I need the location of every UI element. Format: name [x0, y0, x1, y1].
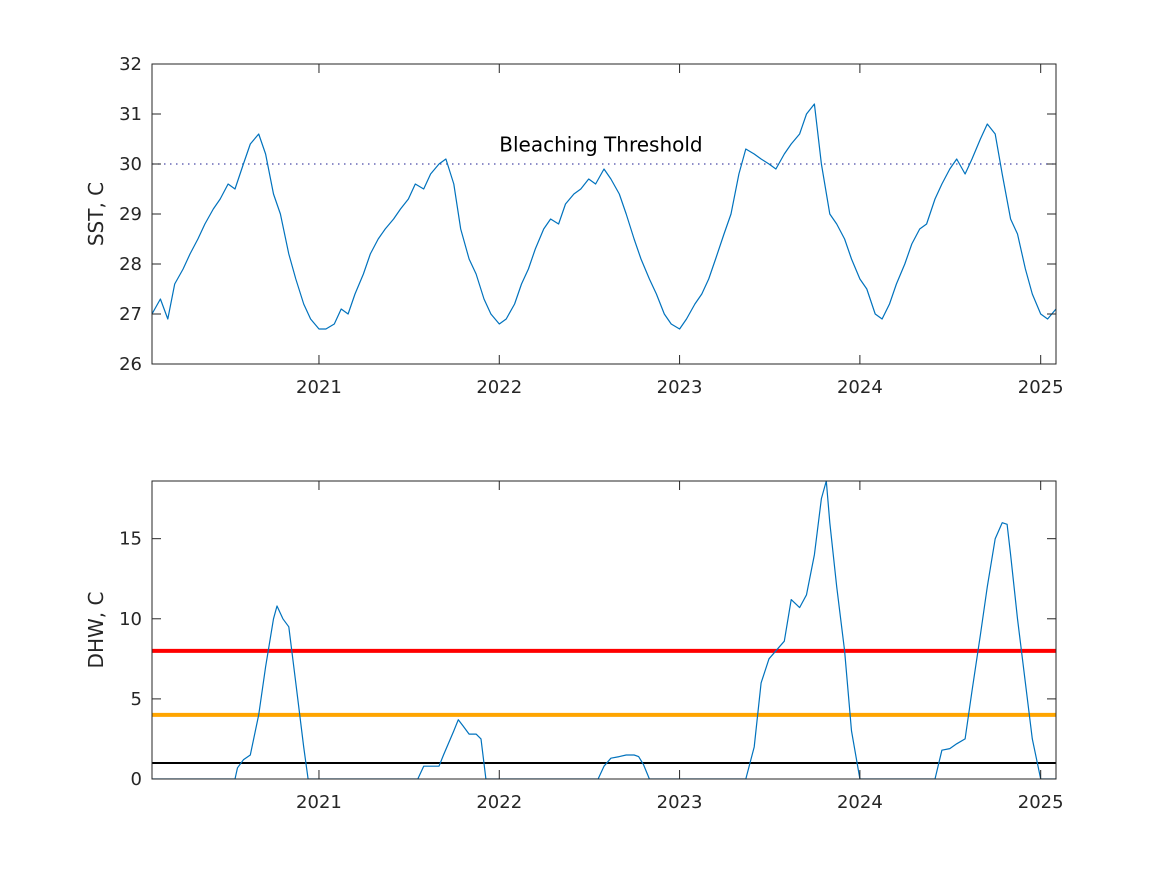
x-tick-label: 2023 [657, 377, 703, 398]
panel-2: 2021 2022 2023 2024 2025 0 5 10 15 DHW, C [84, 480, 1064, 813]
series-line-1 [152, 481, 1056, 779]
x-tick-label: 2023 [657, 792, 703, 813]
y-tick-label: 28 [119, 254, 142, 275]
y-tick-label: 29 [119, 204, 142, 225]
panel-1: 2021 2022 2023 2024 2025 26 27 28 29 30 31 32 SST, C… [84, 54, 1064, 398]
y-tick-label: 26 [119, 354, 142, 375]
x-tick-label: 2021 [296, 377, 342, 398]
x-tick-label: 2024 [837, 792, 883, 813]
y-tick-label: 10 [119, 609, 142, 630]
axes-frame [151, 480, 1057, 780]
x-tick-label: 2025 [1018, 792, 1064, 813]
y-tick-label: 0 [131, 769, 142, 790]
y-axis-label: SST, C [84, 182, 108, 246]
x-tick-label: 2021 [296, 792, 342, 813]
y-tick-label: 30 [119, 154, 142, 175]
y-axis-label: DHW, C [84, 592, 108, 669]
y-tick-label: 31 [119, 104, 142, 125]
x-tick-label: 2022 [476, 792, 522, 813]
series-line-1 [152, 103, 1056, 330]
x-tick-label: 2024 [837, 377, 883, 398]
y-tick-label: 27 [119, 304, 142, 325]
y-tick-label: 5 [131, 689, 142, 710]
y-tick-label: 15 [119, 529, 142, 550]
x-tick-label: 2025 [1018, 377, 1064, 398]
y-tick-label: 32 [119, 54, 142, 75]
annotation-bleaching-threshold: Bleaching Threshold [499, 133, 702, 157]
chart-panels: 2021 2022 2023 2024 2025 26 27 28 29 30 31 32 SST, C… [84, 54, 1064, 813]
x-tick-label: 2022 [476, 377, 522, 398]
